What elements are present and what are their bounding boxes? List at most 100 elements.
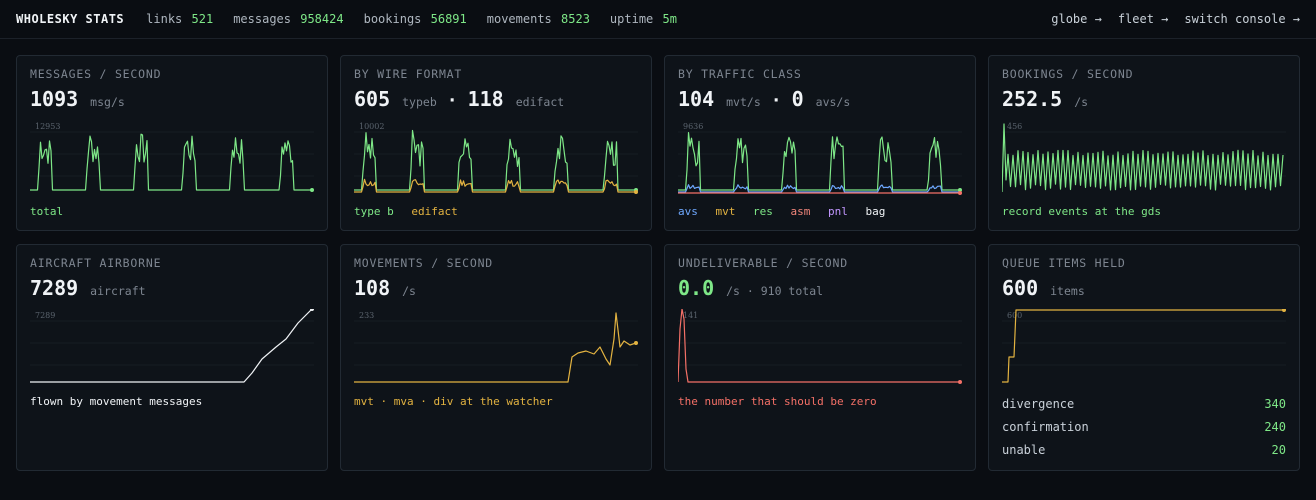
card-title: MOVEMENTS / SECOND [354,256,494,270]
chart-ymax: 12953 [35,122,61,131]
chart-ymax: 456 [1007,122,1023,131]
legend-mvt-mva-div: mvt · mva · div at the watcher [354,395,553,408]
aircraft-card: AIRCRAFT AIRBORNE 7289 aircraft 7289 flo… [16,244,328,471]
bookings-line [1002,123,1284,193]
chart-legend: record events at the gds [1002,205,1172,218]
queue-label: unable [1002,442,1046,457]
chart-legend: flown by movement messages [30,395,213,408]
legend-pnl: pnl [828,205,848,218]
messages-series [30,131,314,192]
avs-line [678,184,960,193]
edifact-rate: 118 [467,87,504,111]
bookings-chart [1002,123,1286,193]
legend-total: total [30,205,64,218]
bookings-card: BOOKINGS / SECOND 252.5 /s 456 record ev… [988,55,1300,231]
stat-uptime: uptime 5m [609,12,677,26]
legend-flown: flown by movement messages [30,395,203,408]
chart-legend: the number that should be zero [678,395,888,408]
queue-row-divergence: divergence 340 [1002,392,1286,415]
card-title: UNDELIVERABLE / SECOND [678,256,848,270]
messages-card: MESSAGES / SECOND 1093 msg/s 12953 total [16,55,328,231]
legend-gds: record events at the gds [1002,205,1161,218]
aircraft-chart [30,309,314,383]
legend-edifact: edifact [411,205,458,218]
top-bar: WHOLESKY STATS links 521 messages 958424… [0,0,1316,39]
series-end-dot [958,191,962,195]
movements-line [354,312,637,383]
card-title: QUEUE ITEMS HELD [1002,256,1126,270]
undeliverable-series [678,309,962,384]
queue-card: QUEUE ITEMS HELD 600 items 600 divergenc… [988,244,1300,471]
card-title: BY WIRE FORMAT [354,67,463,81]
queue-row-confirmation: confirmation 240 [1002,415,1286,438]
legend-should-be-zero: the number that should be zero [678,395,877,408]
legend-typeb: type b [354,205,394,218]
fleet-link[interactable]: fleet → [1117,12,1169,26]
app-title: WHOLESKY STATS [16,12,125,26]
switch-console-link[interactable]: switch console → [1184,12,1300,26]
messages-unit: msg/s [90,95,125,109]
traffic-class-chart [678,131,962,195]
chart-legend: total [30,205,74,218]
bookings-unit: /s [1074,95,1089,109]
series-end-dot [634,190,638,194]
stat-messages: messages 958424 [233,12,344,26]
undeliverable-line [678,309,960,383]
bookings-series [1002,123,1286,193]
traffic-class-card: BY TRAFFIC CLASS 104 mvt/s · 0 avs/s 963… [664,55,976,231]
legend-mvt: mvt [715,205,736,218]
wire-series [354,129,638,194]
series-end-dot [634,341,638,345]
chart-ymax: 233 [359,311,375,320]
mvt-rate: 104 [678,87,715,111]
undeliverable-unit: /s · 910 total [726,284,824,298]
card-title: BY TRAFFIC CLASS [678,67,802,81]
bookings-rate: 252.5 [1002,87,1063,111]
stat-links: links 521 [146,12,214,26]
total-line [30,133,312,191]
legend-res: res [753,205,773,218]
movements-card: MOVEMENTS / SECOND 108 /s 233 mvt · mva … [340,244,652,471]
stat-bookings: bookings 56891 [363,12,467,26]
queue-line [1002,309,1284,383]
wire-format-card: BY WIRE FORMAT 605 typeb · 118 edifact 1… [340,55,652,231]
series-end-dot [1282,309,1286,312]
card-title: BOOKINGS / SECOND [1002,67,1134,81]
legend-asm: asm [790,205,811,218]
typeb-line [354,129,636,191]
edifact-line [354,178,636,193]
queue-value: 340 [1264,396,1286,411]
aircraft-unit: aircraft [90,284,146,298]
chart-ymax: 7289 [35,311,56,320]
chart-ymax: 9636 [683,122,704,131]
res-line [678,132,960,191]
avs-unit: avs/s [815,95,851,109]
queue-label: confirmation [1002,419,1089,434]
aircraft-count: 7289 [30,276,79,300]
separator: · [770,90,782,111]
queue-count: 600 [1002,276,1039,300]
traffic-series [678,131,962,195]
globe-link[interactable]: globe → [1051,12,1102,26]
movements-unit: /s [402,284,416,298]
queue-row-unable: unable 20 [1002,438,1286,461]
queue-value: 240 [1264,419,1286,434]
queue-unit: items [1050,284,1085,298]
legend-bag: bag [865,205,886,218]
edifact-unit: edifact [515,95,565,109]
queue-series [1002,309,1286,383]
queue-value: 20 [1271,442,1286,457]
series-end-dot [958,188,962,192]
chart-ymax: 10002 [359,122,385,131]
dashboard-grid: MESSAGES / SECOND 1093 msg/s 12953 total… [16,55,1301,471]
chart-legend: type b edifact [354,205,469,218]
legend-avs: avs [678,205,698,218]
series-end-dot [310,188,314,192]
chart-legend: avs mvt res asm pnl bag [678,205,896,218]
aircraft-series [30,309,314,383]
chart-ymax: 141 [683,311,699,320]
stat-movements: movements 8523 [486,12,590,26]
typeb-unit: typeb [402,95,437,109]
chart-legend: mvt · mva · div at the watcher [354,395,564,408]
queue-breakdown: divergence 340 confirmation 240 unable 2… [1002,392,1286,461]
